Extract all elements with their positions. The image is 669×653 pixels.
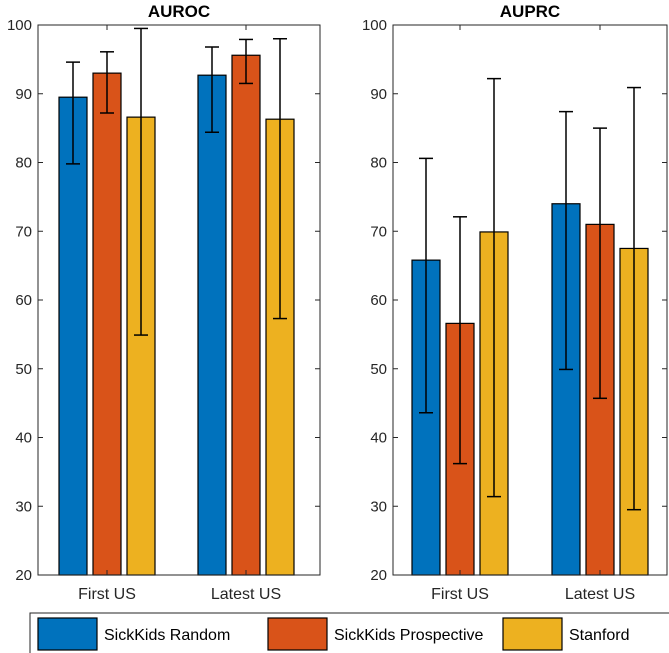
error-bar-auprc-latest-sickkids-random xyxy=(559,110,573,371)
legend-label: SickKids Prospective xyxy=(334,627,483,644)
y-tick-label: 60 xyxy=(370,292,387,309)
chart-title: AUPRC xyxy=(500,2,560,21)
x-tick-label: First US xyxy=(431,586,489,603)
legend-item-sickkids-random: SickKids Random xyxy=(37,617,230,651)
error-bar-auroc-latest-sickkids-random xyxy=(205,46,219,133)
error-bar-auroc-latest-stanford xyxy=(273,38,287,320)
y-tick-label: 100 xyxy=(7,17,32,34)
bar-auroc-latest-sickkids-random xyxy=(197,74,227,576)
y-tick-label: 50 xyxy=(15,361,32,378)
y-tick-label: 60 xyxy=(15,292,32,309)
y-tick-label: 50 xyxy=(370,361,387,378)
legend-swatch xyxy=(502,617,563,651)
error-bar-auroc-first-sickkids-random xyxy=(66,61,80,165)
legend-swatch xyxy=(37,617,98,651)
y-tick-label: 90 xyxy=(15,86,32,103)
chart-panel-auprc: 20 30 40 50 60 70 80 90 100 First US Latest US AUPR… xyxy=(362,2,668,603)
error-bar-auprc-first-sickkids-random xyxy=(419,157,433,414)
y-tick-label: 20 xyxy=(15,567,32,584)
y-tick-label: 40 xyxy=(15,430,32,447)
legend-item-sickkids-prospective: SickKids Prospective xyxy=(267,617,483,651)
x-tick-label: Latest US xyxy=(211,586,281,603)
y-tick-label: 80 xyxy=(15,155,32,172)
y-tick-label: 30 xyxy=(15,498,32,515)
bar-auroc-latest-sickkids-prospective xyxy=(231,54,261,576)
error-bar-auprc-first-stanford xyxy=(487,77,501,498)
y-tick-label: 20 xyxy=(370,567,387,584)
y-tick-label: 80 xyxy=(370,155,387,172)
bar-auroc-first-sickkids-random xyxy=(58,96,88,576)
legend-label: SickKids Random xyxy=(104,627,230,644)
error-bar-auroc-latest-sickkids-prospective xyxy=(239,38,253,85)
y-tick-label: 40 xyxy=(370,430,387,447)
chart-panel-auroc: 20 30 40 50 60 70 80 90 100 First US Latest US AURO… xyxy=(7,2,321,603)
error-bar-auprc-latest-stanford xyxy=(627,86,641,511)
y-tick-label: 70 xyxy=(370,223,387,240)
legend-label: Stanford xyxy=(569,627,629,644)
x-tick-label: Latest US xyxy=(565,586,635,603)
chart-title: AUROC xyxy=(148,2,210,21)
y-tick-label: 90 xyxy=(370,86,387,103)
legend-swatch xyxy=(267,617,328,651)
error-bar-auprc-first-sickkids-prospective xyxy=(453,216,467,465)
legend-item-stanford: Stanford xyxy=(502,617,629,651)
legend: SickKids Random SickKids Prospective Stanf… xyxy=(29,612,669,653)
y-tick-label: 30 xyxy=(370,498,387,515)
x-tick-label: First US xyxy=(78,586,136,603)
error-bar-auroc-first-stanford xyxy=(134,27,148,336)
bar-auroc-first-sickkids-prospective xyxy=(92,72,122,576)
y-tick-label: 100 xyxy=(362,17,387,34)
error-bar-auprc-latest-sickkids-prospective xyxy=(593,127,607,400)
error-bar-auroc-first-sickkids-prospective xyxy=(100,51,114,114)
y-tick-label: 70 xyxy=(15,223,32,240)
